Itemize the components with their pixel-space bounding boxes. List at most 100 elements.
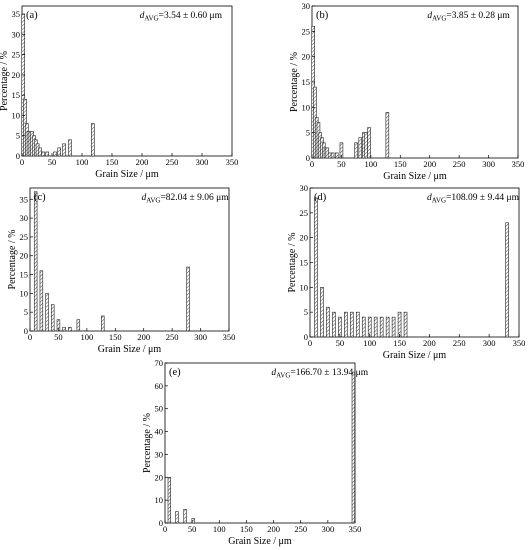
x-tick-label: 150 (240, 524, 253, 534)
plot-frame (29, 187, 230, 332)
y-tick-label: 35 (20, 194, 29, 204)
histogram-bar (91, 123, 95, 157)
histogram-bar (361, 316, 366, 338)
average-size-annotation: dAVG=3.54 ± 0.60 μm (140, 11, 223, 23)
y-tick-label: 0 (159, 518, 163, 528)
y-tick-label: 30 (12, 29, 21, 39)
histogram-bar (397, 311, 402, 338)
annotation-subscript: AVG (146, 197, 160, 205)
annotation-value: =3.85 ± 0.28 μm (446, 11, 510, 21)
x-tick-label: 100 (80, 332, 93, 342)
histogram-bar (351, 371, 356, 524)
x-tick-label: 50 (54, 332, 63, 342)
histogram-bar (385, 112, 390, 159)
annotation-value: =166.70 ± 13.94 μm (290, 368, 368, 378)
panel-label: (c) (34, 192, 46, 203)
x-axis-ticks: 0 50 100 150 200 250 300 350 (163, 520, 362, 534)
x-tick-label: 150 (106, 157, 119, 167)
y-axis-label: Percentage / % (7, 230, 18, 290)
y-axis-ticks: 0 5 10 15 20 25 30 35 (20, 194, 33, 336)
y-tick-label: 10 (155, 495, 164, 505)
histogram-panel-e: 0 50 100 150 200 250 300 350 0 10 20 30 40 50 60 70 (e… (142, 358, 369, 547)
x-tick-label: 0 (308, 338, 312, 348)
x-tick-label: 250 (453, 338, 466, 348)
y-tick-label: 20 (155, 472, 164, 482)
histogram-bar (41, 151, 45, 157)
x-tick-label: 50 (337, 159, 346, 169)
annotation-value: =3.54 ± 0.60 μm (159, 11, 223, 21)
histogram-panel-c: 0 50 100 150 200 250 300 350 0 5 10 15 20 25 30 35 (c)… (7, 187, 236, 355)
x-axis-label: Grain Size / μm (228, 536, 292, 547)
histogram-bar (53, 151, 57, 157)
annotation-value: =108.09 ± 9.44 μm (446, 193, 520, 203)
x-tick-label: 0 (310, 159, 314, 169)
histogram-bar (183, 508, 187, 524)
histogram-bar (367, 127, 371, 159)
bars-group (33, 191, 190, 332)
x-axis-label: Grain Size / μm (383, 171, 447, 182)
x-axis-label: Grain Size / μm (383, 350, 447, 361)
histogram-bar (175, 511, 179, 524)
histogram-bar (38, 147, 42, 157)
y-tick-label: 5 (24, 307, 28, 317)
histogram-bar (334, 152, 339, 159)
annotation-symbol: d (140, 11, 145, 21)
x-tick-label: 300 (482, 159, 495, 169)
x-tick-label: 150 (393, 338, 406, 348)
histogram-bar (76, 319, 81, 332)
y-tick-label: 5 (306, 128, 310, 138)
average-size-annotation: dAVG=108.09 ± 9.44 μm (427, 193, 520, 205)
y-tick-label: 60 (155, 381, 164, 391)
histogram-bar (364, 132, 368, 159)
histogram-bar (33, 191, 38, 332)
plot-frame (309, 187, 520, 338)
annotation-subscript: AVG (432, 197, 446, 205)
x-tick-label: 350 (349, 524, 362, 534)
histogram-bar (385, 316, 390, 338)
x-axis-ticks: 0 50 100 150 200 250 300 350 (20, 153, 239, 167)
average-size-annotation: dAVG=3.85 ± 0.28 μm (427, 11, 510, 23)
x-tick-label: 300 (483, 338, 496, 348)
histogram-bar (314, 197, 318, 338)
y-axis-label: Percentage / % (287, 233, 298, 293)
panel-label: (a) (26, 10, 38, 21)
y-tick-label: 0 (16, 151, 20, 161)
histogram-bar (379, 316, 384, 338)
annotation-subscript: AVG (144, 15, 158, 23)
histogram-bar (344, 311, 348, 338)
y-tick-label: 30 (155, 449, 164, 459)
y-tick-label: 25 (300, 208, 309, 218)
histogram-panel-b: 0 50 100 150 200 250 300 350 0 5 10 15 20 25 30 (b) d… (289, 1, 524, 182)
y-tick-label: 10 (20, 288, 29, 298)
plot-frame (21, 5, 233, 157)
histogram-bar (355, 311, 360, 338)
y-axis-label: Percentage / % (289, 52, 300, 112)
histogram-bar (327, 152, 332, 159)
y-tick-label: 20 (20, 251, 29, 261)
panel-label: (b) (316, 10, 329, 21)
x-tick-label: 250 (453, 159, 466, 169)
histogram-bar (320, 287, 324, 338)
histogram-bar (167, 476, 172, 524)
annotation-symbol: d (427, 193, 432, 203)
histogram-panel-a: 0 50 100 150 200 250 300 350 0 5 10 15 20 25 30 35 (a)… (0, 5, 239, 180)
histogram-bar (373, 316, 378, 338)
histogram-bar (358, 137, 363, 159)
histogram-bar (62, 143, 66, 157)
annotation-symbol: d (427, 11, 432, 21)
x-tick-label: 200 (267, 524, 280, 534)
annotation-subscript: AVG (432, 15, 446, 23)
annotation-value: =82.04 ± 9.06 μm (160, 193, 229, 203)
plot-frame (311, 5, 519, 159)
histogram-bar (186, 266, 190, 332)
y-tick-label: 30 (302, 1, 311, 11)
x-tick-label: 350 (513, 338, 526, 348)
x-tick-label: 250 (166, 332, 179, 342)
x-tick-label: 350 (226, 157, 239, 167)
y-tick-label: 70 (155, 358, 164, 368)
histogram-bar (45, 151, 50, 157)
y-tick-label: 5 (16, 131, 20, 141)
histogram-bar (350, 311, 354, 338)
annotation-symbol: d (141, 193, 146, 203)
x-tick-label: 350 (223, 332, 236, 342)
